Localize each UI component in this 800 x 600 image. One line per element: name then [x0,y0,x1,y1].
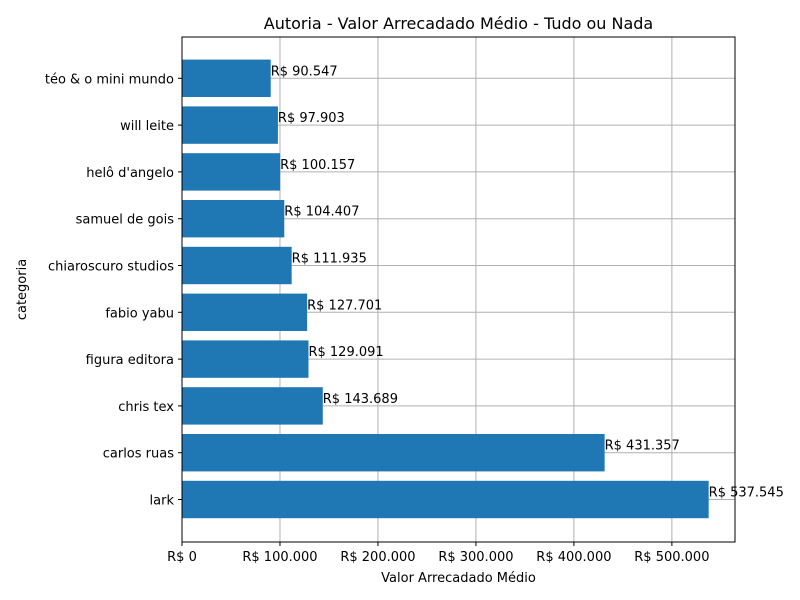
bar [182,387,323,425]
y-tick-label: chris tex [118,400,174,415]
data-label: R$ 431.357 [605,439,680,454]
data-label: R$ 143.689 [323,392,398,407]
x-tick-label: R$ 0 [167,550,197,565]
data-label: R$ 111.935 [292,252,367,267]
y-axis-label: categoria [15,259,30,320]
data-label: R$ 104.407 [284,205,359,220]
y-tick-label: chiaroscuro studios [48,260,174,275]
y-axis-ticks: lark carlos ruas chris tex figura editora fa… [45,72,182,509]
data-labels: R$ 537.545 R$ 431.357 R$ 143.689 R$ 129.091… [271,64,784,500]
y-tick-label: téo & o mini mundo [45,72,174,87]
y-tick-label: will leite [120,119,174,134]
x-axis-label: Valor Arrecadado Médio [381,571,536,586]
data-label: R$ 127.701 [307,298,382,313]
bar [182,480,709,519]
y-tick-label: helô d'angelo [86,166,174,181]
y-tick-label: samuel de gois [76,213,175,228]
x-tick-label: R$ 400.000 [536,550,611,565]
bar [182,153,281,191]
bar [182,340,309,378]
bar [182,434,605,472]
chart-title: Autoria - Valor Arrecadado Médio - Tudo … [264,14,653,33]
bars [182,59,709,519]
bar [182,59,271,97]
x-tick-label: R$ 100.000 [242,550,317,565]
y-tick-label: carlos ruas [103,447,174,462]
bar [182,200,285,238]
bar [182,106,278,144]
data-label: R$ 97.903 [278,111,345,126]
data-label: R$ 100.157 [280,158,355,173]
y-tick-label: figura editora [86,353,174,368]
bar [182,293,308,331]
data-label: R$ 129.091 [308,345,383,360]
x-tick-label: R$ 200.000 [340,550,415,565]
bar [182,246,292,285]
data-label: R$ 537.545 [709,486,784,501]
x-axis-ticks: R$ 0 R$ 100.000 R$ 200.000 R$ 300.000 R$ 400… [167,542,709,565]
x-tick-label: R$ 500.000 [634,550,709,565]
data-label: R$ 90.547 [271,64,338,79]
plot-frame [181,36,736,543]
y-tick-label: lark [150,494,175,509]
x-tick-label: R$ 300.000 [438,550,513,565]
y-tick-label: fabio yabu [105,306,174,321]
